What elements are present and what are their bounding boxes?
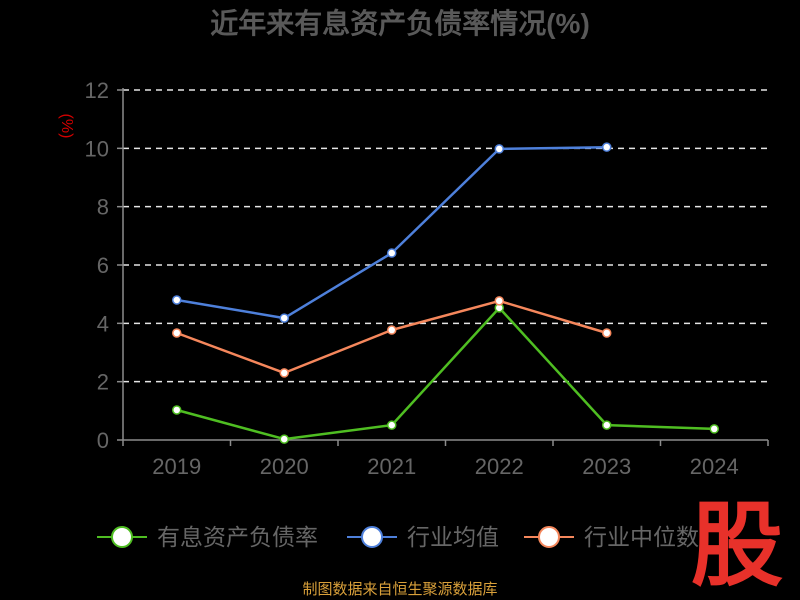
data-point-2-3[interactable]	[494, 296, 504, 306]
data-point-2-1[interactable]	[279, 368, 289, 378]
legend: 有息资产负债率 行业均值 行业中位数	[97, 524, 699, 550]
series-lines	[172, 142, 719, 444]
x-tick-label: 2023	[582, 454, 631, 479]
legend-label: 行业均值	[407, 524, 499, 550]
data-point-2-2[interactable]	[387, 325, 397, 335]
legend-item-2[interactable]: 行业中位数	[524, 524, 699, 550]
y-tick-label: 6	[97, 253, 109, 278]
data-point-1-3[interactable]	[494, 144, 504, 154]
y-tick-label: 10	[85, 136, 109, 161]
chart-title: 近年来有息资产负债率情况(%)	[210, 7, 590, 39]
x-tick-label: 2022	[475, 454, 524, 479]
watermark-logo: 股	[691, 492, 783, 599]
legend-item-0[interactable]: 有息资产负债率	[97, 524, 318, 550]
series-line-1	[176, 145, 607, 320]
data-point-1-4[interactable]	[602, 142, 612, 152]
legend-marker	[111, 526, 133, 548]
data-source-footer: 制图数据来自恒生聚源数据库	[302, 581, 497, 598]
data-point-1-2[interactable]	[387, 248, 397, 258]
data-point-1-0[interactable]	[172, 295, 182, 305]
data-point-1-1[interactable]	[279, 313, 289, 323]
y-tick-label: 8	[97, 195, 109, 220]
data-point-0-4[interactable]	[602, 420, 612, 430]
axes: 0 2 4 6 8 10 12 2019 2020 2021 2022 2023 2024	[85, 78, 769, 479]
data-point-2-4[interactable]	[602, 328, 612, 338]
series-line-0	[176, 306, 715, 441]
x-tick-label: 2020	[260, 454, 309, 479]
legend-marker	[361, 526, 383, 548]
y-tick-label: 4	[97, 311, 109, 336]
gridlines	[123, 89, 768, 383]
legend-label: 有息资产负债率	[157, 524, 318, 550]
x-tick-label: 2019	[152, 454, 201, 479]
y-tick-label: 0	[97, 428, 109, 453]
x-tick-label: 2024	[690, 454, 739, 479]
data-point-0-0[interactable]	[172, 405, 182, 415]
data-point-0-5[interactable]	[709, 424, 719, 434]
y-axis-label: (%)	[58, 114, 75, 139]
legend-label: 行业中位数	[584, 524, 699, 550]
data-point-0-2[interactable]	[387, 420, 397, 430]
y-tick-label: 2	[97, 370, 109, 395]
legend-item-1[interactable]: 行业均值	[347, 524, 499, 550]
data-point-2-0[interactable]	[172, 328, 182, 338]
legend-marker	[538, 526, 560, 548]
data-point-0-1[interactable]	[279, 434, 289, 444]
x-tick-label: 2021	[367, 454, 416, 479]
y-tick-label: 12	[85, 78, 109, 103]
